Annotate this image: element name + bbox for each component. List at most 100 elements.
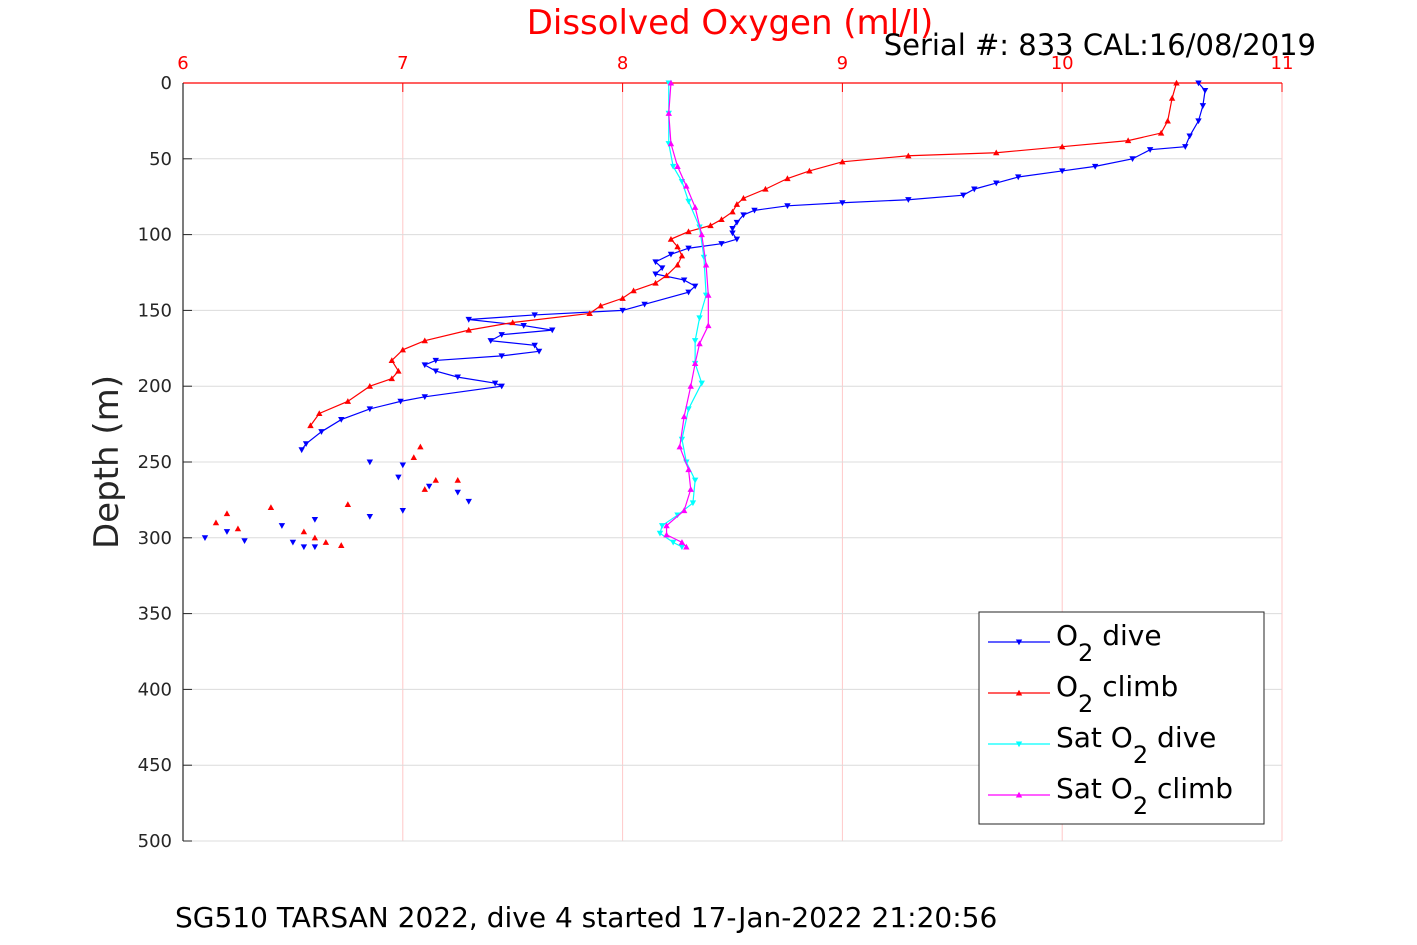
legend-label-subscript: 2	[1078, 639, 1093, 667]
series-o2-dive	[298, 80, 1209, 454]
data-point	[454, 489, 461, 496]
data-point	[740, 212, 747, 219]
data-point	[201, 535, 209, 541]
data-point	[1195, 118, 1202, 125]
legend-label: Sat O2 climb	[1056, 772, 1233, 820]
data-point	[691, 477, 699, 484]
data-point	[685, 198, 692, 205]
data-point	[674, 261, 681, 268]
x-tick-label: 8	[617, 53, 628, 74]
legend-label-subscript: 2	[1133, 741, 1148, 769]
data-point	[212, 519, 220, 526]
data-point	[1015, 174, 1022, 181]
data-point	[839, 200, 846, 206]
data-point	[531, 312, 538, 319]
y-tick-label: 200	[138, 376, 172, 397]
legend-label-subscript: 2	[1133, 792, 1148, 820]
series-o2-dive-scatter	[201, 459, 472, 551]
legend-box	[978, 611, 1265, 825]
data-point	[993, 149, 1000, 156]
data-point	[366, 383, 374, 389]
data-point	[487, 338, 494, 344]
data-point	[432, 476, 439, 483]
data-point	[669, 163, 677, 170]
series-line	[309, 82, 1178, 426]
data-point	[520, 323, 527, 329]
data-point	[410, 454, 417, 461]
data-point	[702, 261, 710, 268]
legend-swatch-marker	[1015, 689, 1023, 696]
data-point	[366, 406, 374, 413]
data-point	[1164, 117, 1171, 124]
data-point	[707, 222, 714, 229]
data-point	[311, 534, 319, 541]
data-point	[234, 525, 242, 532]
data-point	[687, 383, 694, 389]
data-point	[729, 208, 736, 215]
legend-swatch-marker	[1015, 639, 1023, 646]
data-point	[1168, 94, 1176, 101]
data-point	[432, 368, 439, 375]
data-point	[597, 302, 604, 309]
series-sat-o2-dive	[656, 80, 710, 551]
series-layer	[201, 79, 1209, 551]
data-point	[425, 483, 433, 490]
legend-swatch-marker	[1015, 791, 1023, 798]
y-tick-label: 400	[138, 679, 172, 700]
data-point	[307, 422, 314, 429]
data-point	[267, 504, 275, 511]
data-point	[658, 265, 666, 272]
data-point	[687, 486, 694, 492]
data-point	[718, 216, 725, 222]
x-tick-label: 11	[1271, 53, 1294, 74]
data-point	[905, 197, 912, 203]
legend-label-main: O	[1056, 619, 1078, 652]
data-point	[656, 530, 664, 537]
data-point	[751, 207, 758, 214]
legend-label-main: Sat O	[1056, 721, 1133, 754]
data-point	[549, 327, 556, 334]
data-point	[498, 353, 505, 360]
data-point	[674, 163, 681, 169]
data-point	[678, 539, 686, 545]
data-point	[678, 436, 686, 443]
data-point	[1157, 129, 1165, 136]
data-point	[1091, 163, 1099, 170]
data-point	[676, 443, 683, 450]
y-tick-label: 350	[138, 604, 172, 625]
y-axis-label: Depth (m)	[87, 375, 127, 549]
data-point	[696, 340, 703, 347]
data-point	[667, 79, 675, 86]
data-point	[344, 501, 352, 508]
axes: 6 7 8 9 10 11 0 50 100 150 200 250 300 350 400 450 500	[138, 53, 1294, 852]
data-point	[971, 186, 978, 193]
data-point	[689, 500, 697, 507]
data-point	[663, 531, 670, 538]
data-point	[683, 543, 690, 550]
y-tick-label: 100	[138, 225, 172, 246]
legend-swatch-marker	[1015, 741, 1023, 748]
data-point	[674, 512, 681, 519]
data-point	[740, 195, 747, 201]
data-point	[683, 182, 690, 189]
data-point	[905, 152, 912, 159]
data-point	[691, 338, 699, 344]
data-point	[241, 538, 248, 545]
data-point	[993, 180, 1000, 187]
series-line	[301, 82, 1206, 451]
x-tick-label: 6	[177, 53, 188, 74]
data-point	[1129, 156, 1136, 162]
legend-label: Sat O2 dive	[1056, 721, 1216, 769]
data-point	[680, 507, 688, 514]
data-point	[619, 307, 626, 314]
data-point	[678, 252, 686, 259]
data-point	[718, 241, 725, 247]
data-point	[311, 544, 319, 551]
data-point	[289, 539, 297, 546]
data-point	[298, 447, 305, 454]
data-point	[302, 441, 310, 448]
data-point	[465, 326, 472, 333]
data-point	[531, 342, 538, 349]
data-point	[669, 539, 677, 546]
